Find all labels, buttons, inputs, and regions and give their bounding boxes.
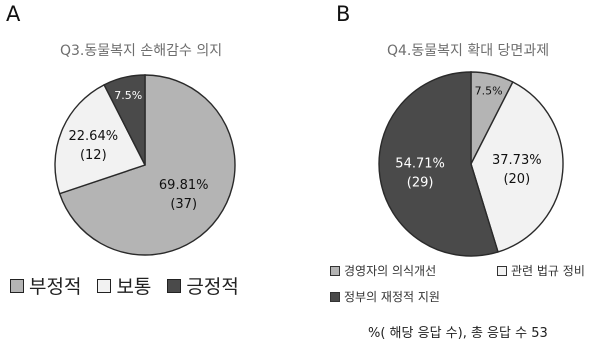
chart-a-count-label-1: (12) bbox=[80, 148, 107, 163]
panel-letter-b: B bbox=[336, 2, 351, 26]
legend-item-regulation: 관련 법규 정비 bbox=[497, 262, 585, 279]
panel-letter-a: A bbox=[6, 2, 21, 26]
chart-b-value-label-0: 7.5% bbox=[475, 85, 503, 98]
chart-b-value-label-2: 54.71% bbox=[395, 157, 445, 172]
pie-chart-b: 7.5% 37.73% (20) 54.71% (29) bbox=[378, 71, 564, 257]
legend-item-negative: 부정적 bbox=[10, 272, 81, 299]
chart-a-slice-0 bbox=[58, 74, 236, 256]
legend-item-government-support: 정부의 재정적 지원 bbox=[330, 288, 440, 305]
legend-item-neutral: 보통 bbox=[97, 272, 151, 299]
chart-b-slice-1 bbox=[470, 81, 564, 253]
chart-b-slice-2 bbox=[378, 71, 499, 257]
chart-a-value-label-0: 69.81% bbox=[159, 178, 209, 193]
pie-chart-a: 69.81% (37) 22.64% (12) 7.5% bbox=[54, 74, 236, 256]
chart-a-count-label-0: (37) bbox=[170, 197, 197, 212]
footnote: %( 해당 응답 수), 총 응답 수 53 bbox=[368, 326, 548, 341]
chart-a-slice-2 bbox=[103, 74, 146, 166]
legend-label-neutral: 보통 bbox=[116, 276, 152, 298]
legend-label-management-awareness: 경영자의 의식개선 bbox=[344, 264, 437, 278]
legend-swatch-neutral bbox=[97, 278, 112, 293]
legend-item-positive: 긍정적 bbox=[167, 272, 239, 299]
legend-label-government-support: 정부의 재정적 지원 bbox=[344, 290, 440, 304]
legend-label-regulation: 관련 법규 정비 bbox=[511, 264, 585, 278]
chart-a-value-label-1: 22.64% bbox=[69, 129, 119, 144]
chart-b-value-label-1: 37.73% bbox=[492, 153, 542, 168]
chart-b-title: Q4.동물복지 확대 당면과제 bbox=[387, 43, 550, 59]
legend-item-management-awareness: 경영자의 의식개선 bbox=[330, 262, 436, 279]
legend-label-negative: 부정적 bbox=[29, 276, 82, 298]
legend-swatch-positive bbox=[167, 278, 182, 293]
chart-b-count-label-1: (20) bbox=[503, 172, 530, 187]
chart-a-slice-1 bbox=[54, 83, 146, 195]
legend-swatch-government-support bbox=[330, 291, 340, 302]
chart-a-value-label-2: 7.5% bbox=[114, 89, 142, 102]
legend-label-positive: 긍정적 bbox=[186, 276, 239, 298]
chart-a-title: Q3.동물복지 손해감수 의지 bbox=[60, 43, 223, 59]
legend-swatch-management-awareness bbox=[330, 265, 340, 276]
legend-swatch-regulation bbox=[497, 265, 507, 276]
chart-b-count-label-2: (29) bbox=[407, 176, 434, 191]
legend-swatch-negative bbox=[10, 278, 24, 293]
chart-a-legend: 부정적 보통 긍정적 bbox=[10, 272, 255, 299]
